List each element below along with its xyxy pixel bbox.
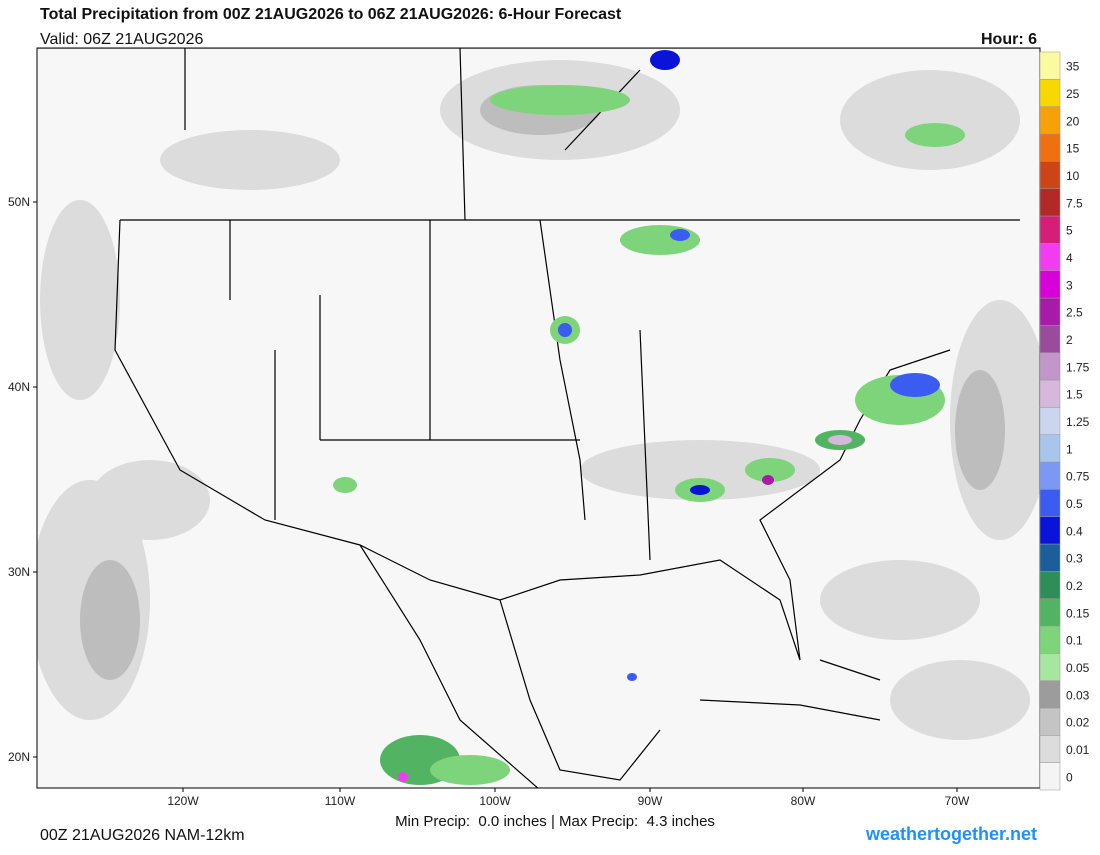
colorbar-swatch — [1039, 325, 1061, 353]
precip-stats: Min Precip: 0.0 inches | Max Precip: 4.3… — [395, 813, 715, 830]
title: Total Precipitation from 00Z 21AUG2026 t… — [40, 6, 622, 23]
colorbar: 0 0.01 0.02 0.03 0.05 0.1 0.15 0.2 0.3 0.4 0.5 0.75… — [1039, 51, 1090, 791]
forecast-hour: Hour: 6 — [981, 31, 1037, 48]
colorbar-swatch — [1039, 625, 1061, 654]
colorbar-label: 0 — [1066, 770, 1073, 784]
colorbar-label: 4 — [1066, 251, 1073, 265]
map — [37, 48, 1040, 788]
colorbar-swatch — [1039, 516, 1061, 545]
colorbar-swatch — [1039, 379, 1061, 408]
lon-label: 100W — [479, 794, 511, 808]
colorbar-swatch — [1039, 106, 1061, 135]
colorbar-swatch — [1039, 571, 1061, 599]
colorbar-swatch — [1039, 79, 1061, 107]
colorbar-swatch — [1039, 51, 1061, 80]
colorbar-label: 2.5 — [1066, 306, 1083, 320]
colorbar-swatch — [1039, 489, 1061, 517]
colorbar-label: 0.01 — [1066, 743, 1090, 757]
lon-label: 90W — [638, 794, 663, 808]
colorbar-label: 0.75 — [1066, 470, 1090, 484]
colorbar-swatch — [1039, 243, 1061, 271]
colorbar-label: 0.3 — [1066, 552, 1083, 566]
colorbar-swatch — [1039, 352, 1061, 381]
colorbar-label: 0.4 — [1066, 524, 1083, 538]
lat-label: 40N — [8, 380, 30, 394]
lon-label: 80W — [791, 794, 816, 808]
colorbar-label: 0.1 — [1066, 634, 1083, 648]
colorbar-label: 0.02 — [1066, 716, 1090, 730]
model-run: 00Z 21AUG2026 NAM-12km — [40, 827, 245, 844]
colorbar-label: 20 — [1066, 114, 1080, 128]
lon-label: 120W — [167, 794, 199, 808]
lat-label: 30N — [8, 565, 30, 579]
colorbar-label: 7.5 — [1066, 196, 1083, 210]
colorbar-label: 2 — [1066, 333, 1073, 347]
colorbar-label: 0.03 — [1066, 688, 1090, 702]
colorbar-swatch — [1039, 407, 1061, 435]
lon-label: 110W — [325, 794, 356, 808]
colorbar-label: 1.25 — [1066, 415, 1090, 429]
colorbar-label: 1.5 — [1066, 388, 1083, 402]
lat-label: 20N — [8, 750, 30, 764]
colorbar-label: 0.05 — [1066, 661, 1090, 675]
colorbar-swatch — [1039, 762, 1061, 791]
colorbar-swatch — [1039, 461, 1061, 490]
colorbar-label: 1 — [1066, 442, 1073, 456]
colorbar-label: 35 — [1066, 60, 1080, 74]
colorbar-swatch — [1039, 270, 1061, 299]
colorbar-label: 0.2 — [1066, 579, 1083, 593]
colorbar-swatch — [1039, 653, 1061, 681]
valid-time: Valid: 06Z 21AUG2026 — [40, 31, 203, 48]
colorbar-swatch — [1039, 297, 1061, 326]
colorbar-swatch — [1039, 215, 1061, 244]
colorbar-swatch — [1039, 161, 1061, 189]
lat-label: 50N — [8, 195, 30, 209]
colorbar-swatch — [1039, 434, 1061, 463]
axis-labels: 50N 40N 30N 20N 120W 110W 100W 90W 80W 70W — [8, 195, 970, 808]
colorbar-swatch — [1039, 680, 1061, 709]
colorbar-swatch — [1039, 707, 1061, 736]
boundaries — [37, 48, 1040, 788]
colorbar-swatch — [1039, 735, 1061, 763]
colorbar-label: 5 — [1066, 224, 1073, 238]
colorbar-label: 15 — [1066, 142, 1080, 156]
colorbar-label: 25 — [1066, 87, 1080, 101]
colorbar-label: 0.5 — [1066, 497, 1083, 511]
lon-label: 70W — [945, 794, 970, 808]
colorbar-swatch — [1039, 133, 1061, 162]
colorbar-swatch — [1039, 598, 1061, 627]
colorbar-label: 0.15 — [1066, 606, 1090, 620]
colorbar-label: 10 — [1066, 169, 1080, 183]
colorbar-swatch — [1039, 188, 1061, 217]
colorbar-label: 1.75 — [1066, 360, 1090, 374]
colorbar-swatch — [1039, 543, 1061, 572]
site-name: weathertogether.net — [865, 824, 1037, 844]
heavy-precip — [333, 50, 965, 785]
colorbar-label: 3 — [1066, 278, 1073, 292]
